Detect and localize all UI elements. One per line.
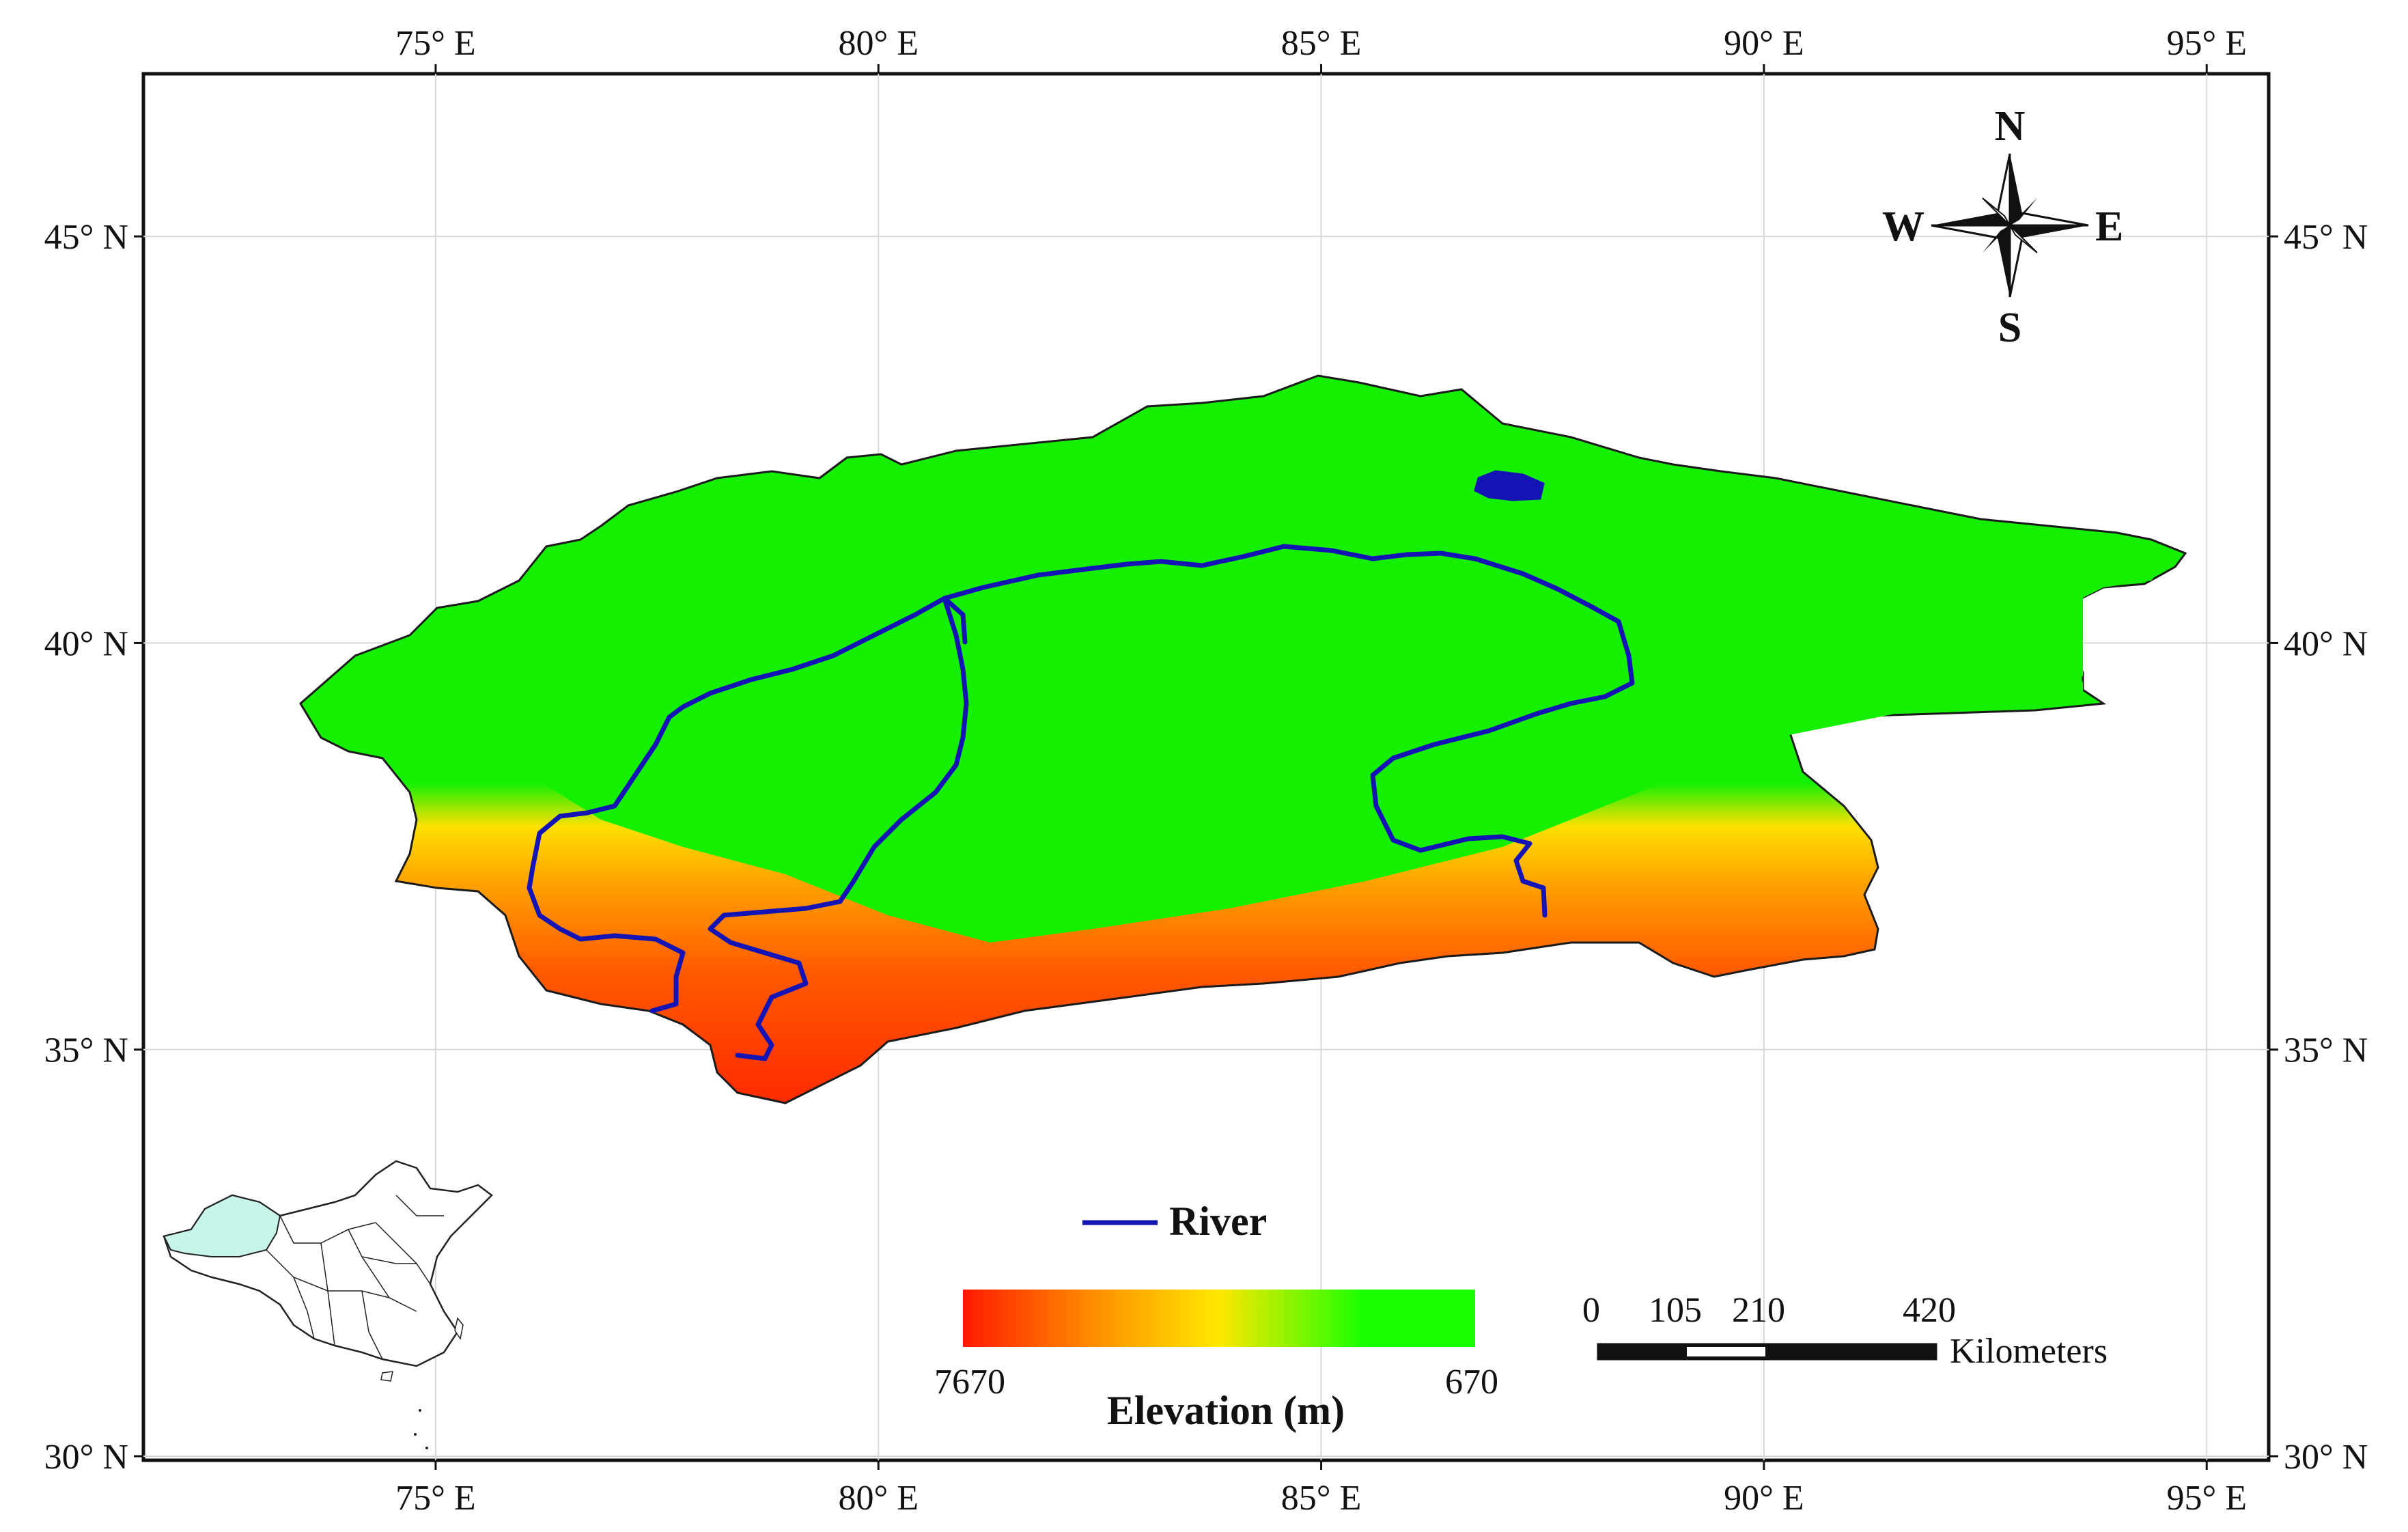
x-tick-label-bottom: 90° E (1724, 1479, 1804, 1518)
elevation-low-label: 670 (1445, 1363, 1498, 1402)
elevation-high-label: 7670 (934, 1363, 1005, 1402)
scale-unit-label: Kilometers (1950, 1332, 2108, 1371)
elevation-color-ramp (963, 1290, 1475, 1347)
river-legend: River (1082, 1199, 1267, 1244)
river-network (527, 544, 1635, 1061)
river-legend-label: River (1169, 1199, 1267, 1244)
river-main-tarim (942, 544, 1635, 918)
x-tick-label-top: 80° E (838, 24, 919, 63)
x-tick-label-top: 95° E (2166, 24, 2247, 63)
x-tick-label-bottom: 80° E (838, 1479, 919, 1518)
x-tick-label-bottom: 95° E (2166, 1479, 2247, 1518)
river-yarkand-branch (942, 596, 968, 645)
elevation-legend: 7670 670 Elevation (m) (934, 1290, 1498, 1433)
inset-china-map (163, 1160, 493, 1449)
y-tick-label-left: 30° N (44, 1438, 128, 1477)
compass-north-label: N (1995, 103, 2026, 150)
x-tick-label-top: 90° E (1724, 24, 1804, 63)
y-tick-label-left: 40° N (44, 624, 128, 663)
scale-label-210: 210 (1732, 1291, 1785, 1330)
y-tick-label-right: 35° N (2284, 1031, 2368, 1070)
tarim-basin (299, 374, 2187, 1104)
x-tick-label-bottom: 85° E (1281, 1479, 1362, 1518)
elevation-legend-title: Elevation (m) (1107, 1388, 1345, 1433)
scale-label-0: 0 (1582, 1291, 1600, 1330)
y-tick-label-left: 45° N (44, 218, 128, 257)
river-khotan (708, 596, 969, 1061)
north-arrow: N S E W (1882, 103, 2123, 351)
basin-east-lowland (1878, 540, 2172, 704)
scale-label-420: 420 (1903, 1291, 1956, 1330)
y-tick-label-left: 35° N (44, 1031, 128, 1070)
x-tick-label-top: 75° E (395, 24, 476, 63)
x-tick-label-bottom: 75° E (395, 1479, 476, 1518)
compass-west-label: W (1882, 204, 1924, 250)
scale-label-105: 105 (1649, 1291, 1702, 1330)
compass-east-label: E (2095, 204, 2123, 250)
inset-hainan (380, 1371, 393, 1382)
river-yarkand (527, 596, 947, 1014)
x-tick-label-top: 85° E (1281, 24, 1362, 63)
inset-xinjiang-highlight (163, 1194, 281, 1257)
inset-taiwan (454, 1317, 464, 1340)
y-tick-label-right: 45° N (2284, 218, 2368, 257)
basin-lowland-core (519, 464, 2083, 943)
scale-bar: 0 105 210 420 Kilometers (1582, 1291, 2108, 1371)
y-tick-label-right: 40° N (2284, 624, 2368, 663)
compass-south-label: S (1998, 305, 2021, 351)
y-tick-label-right: 30° N (2284, 1438, 2368, 1477)
lake (1474, 470, 1545, 501)
